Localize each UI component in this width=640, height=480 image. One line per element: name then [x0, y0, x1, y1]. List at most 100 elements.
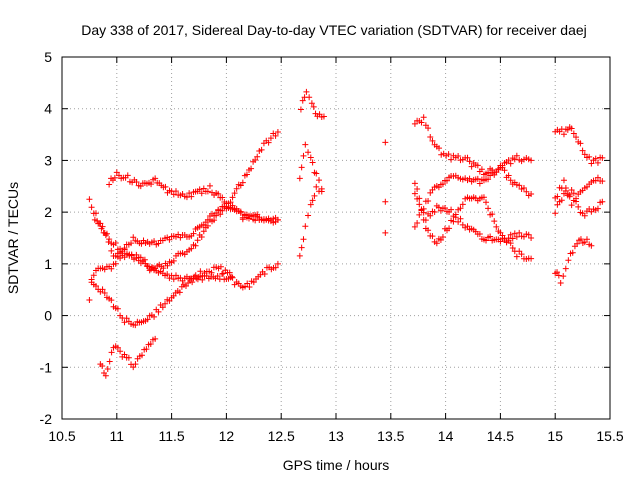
- track-13-point: [429, 233, 436, 240]
- track-5-point: [189, 279, 196, 286]
- track-12-point: [516, 229, 523, 236]
- track-3-point: [128, 240, 135, 247]
- track-1-point: [188, 193, 195, 200]
- track-6-point: [102, 372, 109, 379]
- track-17-point: [555, 272, 562, 279]
- x-tick-label: 11.5: [158, 428, 184, 444]
- track-2-point: [244, 280, 251, 287]
- track-1-point: [206, 182, 213, 189]
- track-3-point: [272, 132, 279, 139]
- track-9-point: [296, 252, 303, 259]
- track-7-point: [305, 149, 312, 156]
- x-tick-label: 15.5: [596, 428, 623, 444]
- isolated-point: [86, 297, 93, 304]
- track-1-point: [162, 183, 169, 190]
- track-14-point: [599, 154, 606, 161]
- track-13-point: [439, 234, 446, 241]
- track-10-point: [427, 134, 434, 141]
- track-14-point: [592, 155, 599, 162]
- track-10-point: [436, 145, 443, 152]
- track-15-point: [599, 178, 606, 185]
- track-5-point: [162, 300, 169, 307]
- track-17-point: [588, 242, 595, 249]
- track-12-point: [464, 223, 471, 230]
- track-16-point: [552, 210, 559, 217]
- track-14-point: [588, 160, 595, 167]
- track-12-point: [435, 204, 442, 211]
- track-2-point: [106, 236, 113, 243]
- track-17-point: [583, 236, 590, 243]
- track-2-point: [170, 276, 177, 283]
- track-17-point: [574, 240, 581, 247]
- track-13-point: [485, 205, 492, 212]
- track-2-point: [88, 204, 95, 211]
- track-6-point: [147, 340, 154, 347]
- track-6-point: [106, 358, 113, 365]
- track-16-point: [573, 198, 580, 205]
- track-3-point: [274, 128, 281, 135]
- x-tick-label: 13: [328, 428, 344, 444]
- x-tick-label: 11: [110, 428, 125, 444]
- track-6-point: [139, 352, 146, 359]
- y-tick-label: 0: [44, 308, 52, 324]
- track-13-point: [489, 211, 496, 218]
- track-1-point: [148, 181, 155, 188]
- track-6-point: [117, 348, 124, 355]
- track-2-point: [261, 270, 268, 277]
- track-13-point: [507, 240, 514, 247]
- track-4-point: [160, 265, 167, 272]
- track-9-point: [302, 223, 309, 230]
- track-5-point: [217, 263, 224, 270]
- track-8-point: [310, 103, 317, 110]
- track-9-point: [300, 236, 307, 243]
- track-3-point: [229, 194, 236, 201]
- track-3-point: [227, 199, 234, 206]
- track-5-point: [228, 273, 235, 280]
- track-9-point: [298, 244, 305, 251]
- track-5-point: [185, 279, 192, 286]
- track-12-point: [507, 231, 514, 238]
- track-3-point: [243, 171, 250, 178]
- y-tick-label: -1: [40, 359, 53, 375]
- track-10-point: [523, 188, 530, 195]
- track-6-point: [121, 351, 128, 358]
- track-10-point: [516, 182, 523, 189]
- track-3-point: [267, 135, 274, 142]
- track-11-point: [505, 157, 512, 164]
- track-8-point: [308, 100, 315, 107]
- track-10-point: [474, 162, 481, 169]
- track-1-point: [204, 188, 211, 195]
- y-tick-label: 5: [44, 49, 52, 65]
- track-11-point: [495, 165, 502, 172]
- track-3-point: [254, 153, 261, 160]
- track-5-point: [92, 283, 99, 290]
- x-tick-label: 12: [219, 428, 235, 444]
- track-15-point: [594, 174, 601, 181]
- track-5-point: [187, 275, 194, 282]
- track-4-point: [200, 228, 207, 235]
- track-14-point: [568, 125, 575, 132]
- track-13-point: [411, 180, 418, 187]
- track-12-point: [487, 233, 494, 240]
- track-6-point: [143, 346, 150, 353]
- track-12-point: [497, 238, 504, 245]
- track-14-point: [586, 153, 593, 160]
- track-10-point: [448, 156, 455, 163]
- track-16-point: [599, 198, 606, 205]
- track-11-point: [439, 181, 446, 188]
- track-7-point: [302, 141, 309, 148]
- track-4-point: [211, 217, 218, 224]
- track-3-point: [105, 238, 112, 245]
- track-2-point: [272, 264, 279, 271]
- track-8-point: [303, 88, 310, 95]
- track-6-point: [125, 354, 132, 361]
- track-10-point: [418, 119, 425, 126]
- track-11-point: [476, 180, 483, 187]
- track-17-point: [569, 249, 576, 256]
- track-3-point: [166, 236, 173, 243]
- track-5-point: [197, 268, 204, 275]
- track-6-point: [114, 344, 121, 351]
- track-11-point: [414, 220, 421, 227]
- track-4-point: [192, 242, 199, 249]
